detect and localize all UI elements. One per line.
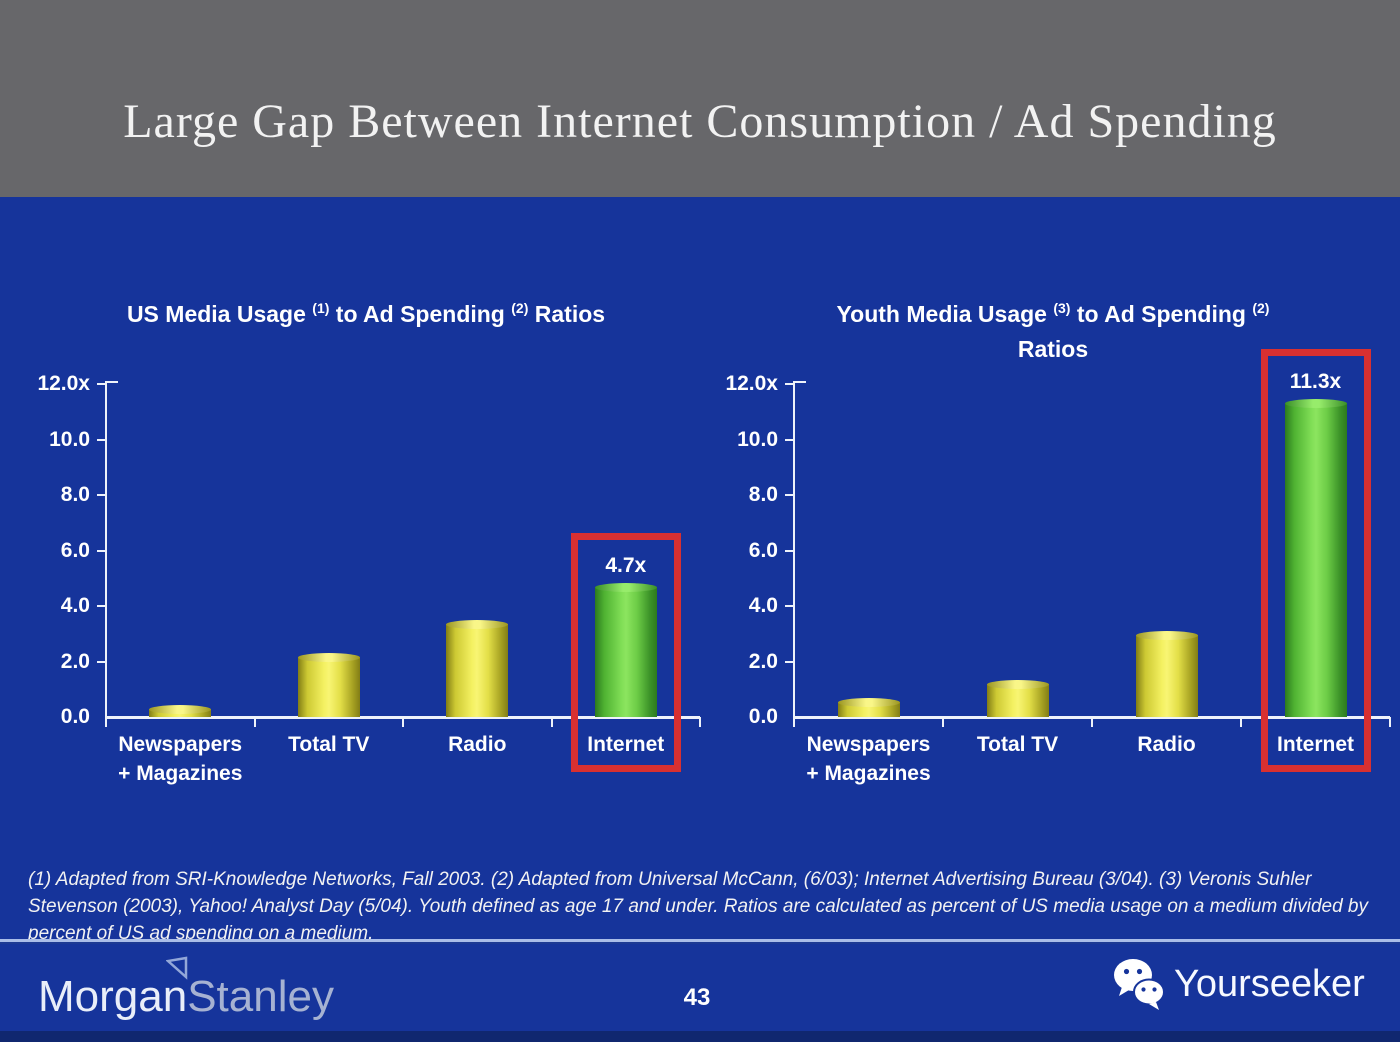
y-axis-tick — [97, 660, 106, 663]
highlight-box — [1260, 349, 1371, 772]
y-axis-label: 8.0 — [748, 483, 778, 506]
y-axis-label: 0.0 — [60, 705, 90, 728]
title-superscript: (2) — [511, 300, 529, 316]
morgan-stanley-triangle-icon — [166, 956, 188, 980]
header-band: Large Gap Between Internet Consumption /… — [0, 0, 1400, 197]
x-axis-label: Newspapers — [118, 733, 243, 756]
bar-total-tv — [986, 679, 1049, 717]
y-axis-label: 10.0 — [49, 427, 90, 451]
y-axis-label: 6.0 — [60, 538, 90, 562]
x-axis-tick — [105, 717, 107, 727]
y-axis-tick — [97, 549, 106, 552]
x-axis-label: Newspapers — [806, 733, 931, 756]
x-axis-tick — [699, 717, 701, 727]
footer-separator — [0, 939, 1400, 942]
morgan-stanley-logo-secondary: Stanley — [187, 972, 334, 1021]
footer-separator-shadow — [0, 942, 1400, 944]
bottom-strip — [0, 1031, 1400, 1042]
chart-title-line: Youth Media Usage (3) to Ad Spending (2) — [733, 291, 1373, 332]
y-axis-label: 8.0 — [60, 483, 90, 506]
x-axis-tick — [793, 717, 795, 727]
bar-value-label: 11.3x — [1289, 370, 1342, 394]
bar-newspapers — [837, 697, 900, 717]
x-axis-label: Total TV — [976, 733, 1059, 756]
x-axis-tick — [1091, 717, 1093, 727]
y-axis-tick — [97, 494, 106, 496]
y-axis-label: 2.0 — [748, 649, 778, 673]
yourseeker-label: Yourseeker — [1174, 962, 1365, 1005]
bar-radio — [1135, 631, 1198, 717]
y-axis-label: 12.0x — [37, 372, 90, 395]
x-axis-label: Internet — [1276, 733, 1354, 756]
chart-title: Youth Media Usage (3) to Ad Spending (2)… — [733, 291, 1373, 367]
morgan-stanley-logo-primary: Morgan — [38, 972, 188, 1021]
x-axis-label: Radio — [448, 733, 507, 756]
footnote: (1) Adapted from SRI-Knowledge Networks,… — [28, 869, 1368, 944]
bar-radio — [446, 620, 509, 717]
chart-title-line: US Media Usage (1) to Ad Spending (2) Ra… — [46, 291, 686, 332]
y-axis-label: 4.0 — [60, 594, 90, 617]
yourseeker-watermark: Yourseeker — [1112, 956, 1365, 1012]
y-axis-tick — [785, 438, 794, 441]
title-superscript: (2) — [1252, 300, 1270, 316]
x-axis-label: + Magazines — [118, 762, 243, 785]
bar-internet — [1284, 399, 1347, 717]
title-text: US Media Usage — [126, 301, 313, 327]
page-number: 43 — [683, 984, 711, 1011]
x-axis-label: + Magazines — [806, 762, 931, 785]
title-text: to Ad Spending — [1070, 301, 1253, 327]
chart-title-line: Ratios — [733, 332, 1373, 367]
highlight-box — [570, 532, 681, 772]
y-axis-tick — [97, 605, 106, 607]
y-axis-label: 10.0 — [737, 427, 778, 451]
x-axis-tick — [402, 717, 404, 727]
y-axis-label: 0.0 — [748, 705, 778, 728]
y-axis-label: 12.0x — [725, 372, 778, 395]
title-text: Youth Media Usage — [836, 301, 1054, 327]
slide-title: Large Gap Between Internet Consumption /… — [123, 95, 1277, 148]
y-axis-label: 4.0 — [748, 594, 778, 617]
x-axis-tick — [550, 717, 553, 727]
x-axis-tick — [1240, 717, 1242, 727]
chart-title: US Media Usage (1) to Ad Spending (2) Ra… — [46, 291, 686, 332]
y-axis-line — [105, 381, 107, 717]
title-text: Ratios — [528, 301, 606, 327]
x-axis-label: Radio — [1137, 733, 1196, 756]
title-text: to Ad Spending — [329, 301, 512, 327]
x-axis-tick — [1389, 717, 1391, 727]
y-axis-label: 6.0 — [748, 538, 778, 562]
bar-value-label: 4.7x — [605, 553, 647, 577]
bar-newspapers — [149, 704, 212, 717]
title-text: Ratios — [1017, 336, 1089, 362]
bar-internet — [594, 582, 657, 717]
y-axis-tick — [97, 438, 106, 441]
y-axis-top-cap — [793, 381, 806, 383]
x-axis-label: Internet — [587, 733, 665, 756]
title-superscript: (3) — [1053, 300, 1071, 316]
y-axis-top-cap — [105, 381, 118, 383]
y-axis-tick — [785, 549, 794, 552]
y-axis-label: 2.0 — [60, 649, 90, 673]
wechat-icon — [1114, 959, 1165, 1010]
y-axis-tick — [785, 660, 794, 663]
x-axis-tick — [253, 717, 256, 727]
bar-total-tv — [297, 653, 360, 717]
y-axis-tick — [785, 494, 794, 496]
title-superscript: (1) — [312, 300, 330, 316]
y-axis-tick — [97, 383, 106, 385]
y-axis-tick — [785, 605, 794, 607]
morgan-stanley-logo: MorganStanley — [38, 972, 334, 1022]
x-axis-label: Total TV — [288, 733, 370, 756]
y-axis-line — [793, 381, 795, 717]
x-axis-tick — [942, 717, 944, 727]
y-axis-tick — [785, 383, 794, 385]
